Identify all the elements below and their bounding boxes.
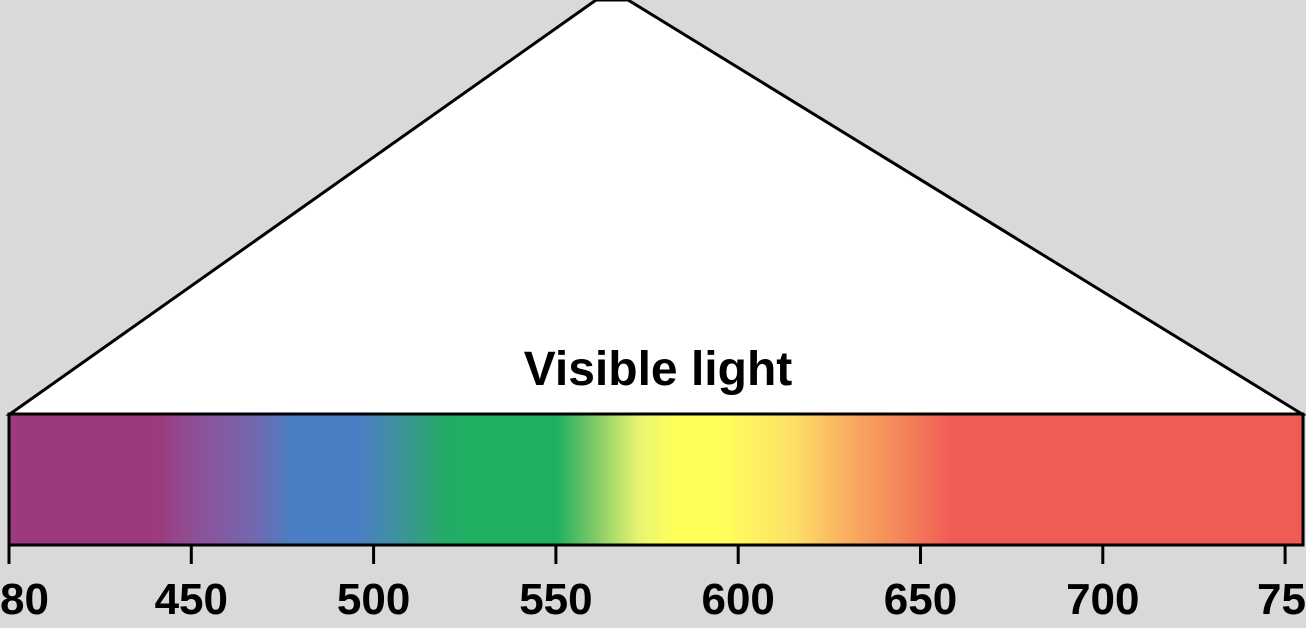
- tick-label: 500: [337, 575, 410, 624]
- tick-label: 450: [155, 575, 228, 624]
- visible-spectrum-bar: [7, 412, 1305, 547]
- tick-label: 75: [1257, 575, 1306, 624]
- tick-label: 550: [519, 575, 592, 624]
- tick-label: 700: [1066, 575, 1139, 624]
- tick-label: 650: [884, 575, 957, 624]
- tick-label: 600: [701, 575, 774, 624]
- spectrum-title: Visible light: [524, 343, 793, 396]
- wavelength-axis: 80 450 500 550 600 650 700 75: [0, 545, 1306, 624]
- tick-label: 80: [0, 575, 49, 624]
